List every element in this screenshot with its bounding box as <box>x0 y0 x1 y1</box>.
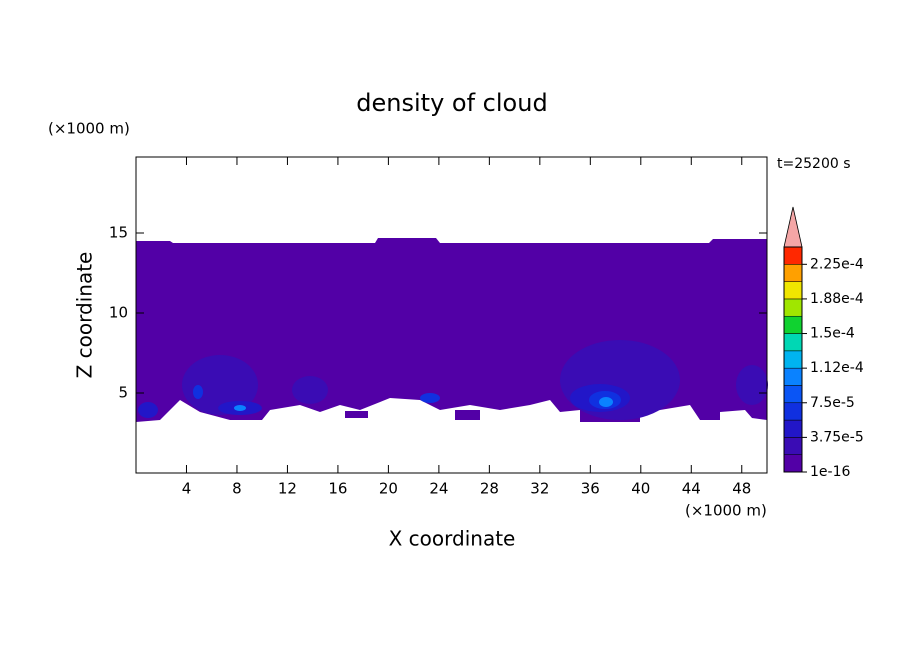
x-axis-label: X coordinate <box>389 527 516 551</box>
colorbar-box <box>783 298 803 317</box>
x-tick-label: 24 <box>429 480 448 498</box>
colorbar-box <box>783 350 803 369</box>
colorbar-box <box>783 333 803 352</box>
x-tick-label: 12 <box>278 480 297 498</box>
colorbar-tick-label: 1.12e-4 <box>810 360 864 376</box>
contour-region <box>599 397 613 407</box>
colorbar-box <box>783 264 803 282</box>
x-tick-label: 28 <box>480 480 499 498</box>
x-tick-label: 40 <box>631 480 650 498</box>
colorbar-box <box>783 281 803 300</box>
y-tick-label: 5 <box>118 384 128 402</box>
x-tick-label: 48 <box>732 480 751 498</box>
contour-region <box>345 411 368 418</box>
annotation: t=25200 s <box>777 156 851 172</box>
colorbar-box <box>783 419 803 438</box>
y-axis-label: Z coordinate <box>73 252 97 379</box>
x-unit: (×1000 m) <box>685 502 767 520</box>
contour-region <box>193 385 203 399</box>
contour-region <box>234 405 246 411</box>
x-tick-label: 32 <box>530 480 549 498</box>
x-tick-label: 8 <box>232 480 242 498</box>
colorbar-tick-label: 3.75e-5 <box>810 429 864 445</box>
contour-region <box>420 393 440 403</box>
contour-region <box>700 410 720 420</box>
colorbar-box <box>783 402 803 421</box>
y-tick-label: 10 <box>109 304 128 322</box>
colorbar-extend <box>783 206 803 248</box>
contour-region <box>182 355 258 415</box>
plot-frame <box>135 156 768 474</box>
colorbar-box <box>783 367 803 386</box>
contour-region <box>138 402 158 418</box>
y-unit: (×1000 m) <box>48 120 130 138</box>
x-tick-label: 36 <box>581 480 600 498</box>
x-tick-label: 16 <box>328 480 347 498</box>
colorbar-box <box>783 454 803 473</box>
chart-title: density of cloud <box>356 89 547 117</box>
colorbar-tick-label: 1e-16 <box>810 464 850 480</box>
colorbar-box <box>783 437 803 455</box>
y-tick-label: 15 <box>109 224 128 242</box>
colorbar-tick-label: 1.88e-4 <box>810 291 864 307</box>
colorbar-box <box>783 385 803 404</box>
colorbar-box <box>783 315 803 334</box>
x-tick-label: 44 <box>682 480 701 498</box>
contour-region <box>736 365 768 405</box>
contour-region <box>292 376 328 404</box>
contour-field <box>136 238 768 422</box>
colorbar-tick-label: 2.25e-4 <box>810 256 864 272</box>
x-tick-label: 20 <box>379 480 398 498</box>
x-tick-label: 4 <box>182 480 192 498</box>
colorbar-tick-label: 1.5e-4 <box>810 326 855 342</box>
colorbar-box <box>783 246 803 265</box>
contour-region <box>455 410 480 420</box>
colorbar-frame <box>783 246 803 473</box>
colorbar-tick-label: 7.5e-5 <box>810 395 855 411</box>
